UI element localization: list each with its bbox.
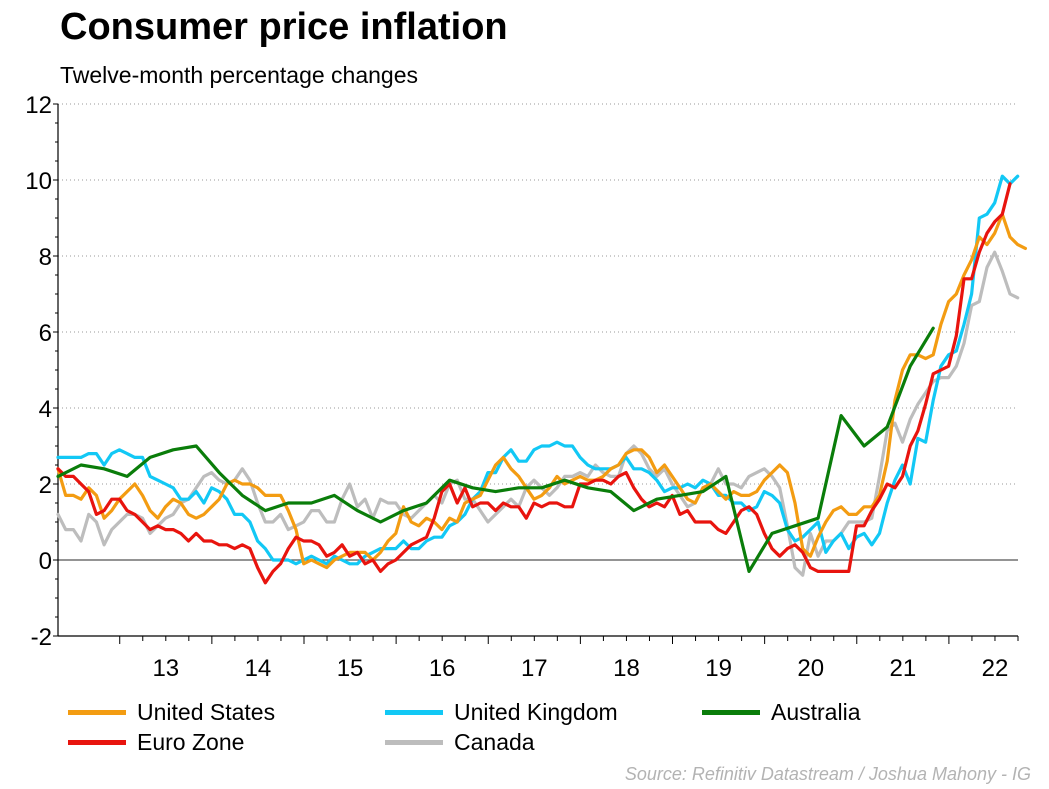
x-tick-label: 18 (613, 655, 640, 682)
y-tick-label: 10 (25, 168, 52, 195)
y-tick-label: 2 (39, 472, 52, 499)
series-line-united-states (56, 212, 1028, 570)
y-tick-label: 0 (39, 548, 52, 575)
series-lines (56, 174, 1028, 585)
x-tick-label: 14 (245, 655, 272, 682)
x-tick-label: 20 (797, 655, 824, 682)
x-tick-label: 15 (337, 655, 364, 682)
series-line-australia (56, 326, 935, 574)
x-tick-label: 21 (889, 655, 916, 682)
y-tick-label: 8 (39, 244, 52, 271)
y-tick-label: 6 (39, 320, 52, 347)
x-tick-label: 22 (982, 655, 1009, 682)
series-line-canada (56, 250, 1020, 577)
grid-lines (58, 103, 1018, 485)
chart-title: Consumer price inflation (60, 6, 508, 48)
y-tick-label: -2 (31, 624, 52, 651)
x-tick-label: 17 (521, 655, 548, 682)
x-tick-label: 19 (705, 655, 732, 682)
chart-subtitle: Twelve-month percentage changes (60, 62, 418, 88)
y-tick-label: 4 (39, 396, 52, 423)
series-line-euro-zone (56, 182, 1012, 585)
series-line-united-kingdom (56, 174, 1020, 566)
y-tick-label: 12 (25, 92, 52, 119)
source-note: Source: Refinitiv Datastream / Joshua Ma… (624, 764, 1031, 784)
x-tick-label: 16 (429, 655, 456, 682)
axes: -2 0 2 4 6 8 10 12 13 14 15 16 17 18 19 20 21 22 (25, 92, 1019, 682)
x-tick-label: 13 (152, 655, 179, 682)
